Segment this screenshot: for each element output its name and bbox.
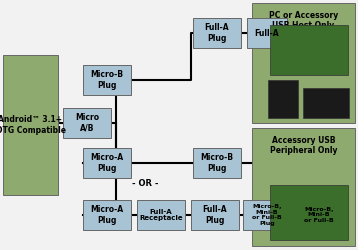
FancyBboxPatch shape [191,200,239,230]
FancyBboxPatch shape [137,200,185,230]
FancyBboxPatch shape [83,65,131,95]
FancyBboxPatch shape [252,3,355,123]
FancyBboxPatch shape [268,80,298,118]
FancyBboxPatch shape [243,200,291,230]
Text: Full-A
Receptacle: Full-A Receptacle [139,208,183,222]
Text: PC or Accessory
USB Host Only: PC or Accessory USB Host Only [269,11,338,30]
FancyBboxPatch shape [247,18,287,48]
FancyBboxPatch shape [3,55,58,195]
Text: Full-A: Full-A [255,28,279,38]
Text: - OR -: - OR - [132,178,158,188]
Text: Micro-A
Plug: Micro-A Plug [91,154,124,172]
FancyBboxPatch shape [63,108,111,138]
Text: Full-A
Plug: Full-A Plug [203,206,227,225]
FancyBboxPatch shape [252,128,355,246]
Text: Accessory USB
Peripheral Only: Accessory USB Peripheral Only [270,136,337,156]
Text: Micro-B
Plug: Micro-B Plug [200,154,233,172]
Text: Android™ 3.1+
OTG Compatible: Android™ 3.1+ OTG Compatible [0,116,66,134]
Text: Micro-B
Plug: Micro-B Plug [91,70,124,90]
FancyBboxPatch shape [303,88,349,118]
Text: Micro
A/B: Micro A/B [75,114,99,132]
Text: Full-A
Plug: Full-A Plug [205,24,229,42]
FancyBboxPatch shape [295,200,343,230]
FancyBboxPatch shape [193,18,241,48]
Text: Micro-B,
Mini-B
or Full-B
Plug: Micro-B, Mini-B or Full-B Plug [252,204,282,226]
Text: Micro-A
Plug: Micro-A Plug [91,206,124,225]
FancyBboxPatch shape [270,25,348,75]
FancyBboxPatch shape [193,148,241,178]
Text: Micro-B,
Mini-B
or Full-B: Micro-B, Mini-B or Full-B [304,207,334,223]
FancyBboxPatch shape [270,185,348,240]
FancyBboxPatch shape [83,148,131,178]
FancyBboxPatch shape [83,200,131,230]
